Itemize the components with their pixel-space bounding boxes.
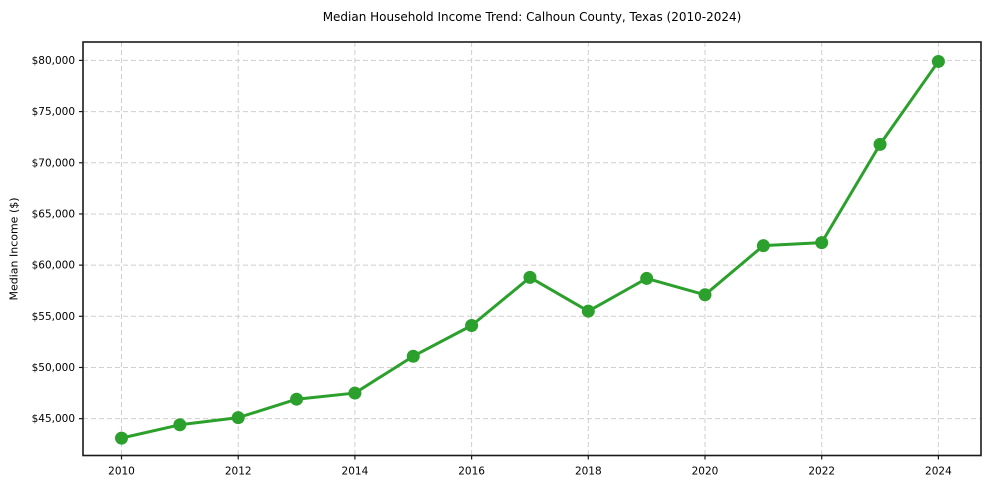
x-tick-label: 2018: [575, 466, 602, 478]
data-point: [465, 319, 479, 333]
data-point: [640, 271, 654, 285]
x-tick-label: 2014: [342, 466, 369, 478]
y-tick-label: $75,000: [32, 106, 75, 118]
y-tick-label: $65,000: [32, 208, 75, 220]
data-point: [231, 411, 245, 425]
data-point: [931, 54, 945, 68]
data-point: [698, 288, 712, 302]
y-tick-label: $55,000: [32, 311, 75, 323]
y-tick-label: $50,000: [32, 362, 75, 374]
chart-title: Median Household Income Trend: Calhoun C…: [322, 10, 742, 24]
data-point: [173, 418, 187, 432]
y-tick-label: $60,000: [32, 260, 75, 272]
x-tick-label: 2010: [108, 466, 135, 478]
plot-frame: [82, 41, 982, 457]
data-point: [115, 431, 129, 445]
x-tick-label: 2016: [458, 466, 485, 478]
y-tick-label: $70,000: [32, 157, 75, 169]
y-tick-label: $80,000: [32, 55, 75, 67]
data-point: [290, 392, 304, 406]
data-point: [406, 349, 420, 363]
data-point: [523, 270, 537, 284]
y-tick-label: $45,000: [32, 413, 75, 425]
data-point: [581, 304, 595, 318]
x-tick-label: 2012: [225, 466, 252, 478]
x-tick-label: 2022: [808, 466, 835, 478]
data-point: [815, 236, 829, 250]
data-point: [348, 386, 362, 400]
data-point: [873, 137, 887, 151]
x-tick-label: 2020: [692, 466, 719, 478]
x-tick-label: 2024: [925, 466, 952, 478]
data-point: [756, 239, 770, 253]
income-trend-line: [120, 59, 940, 440]
